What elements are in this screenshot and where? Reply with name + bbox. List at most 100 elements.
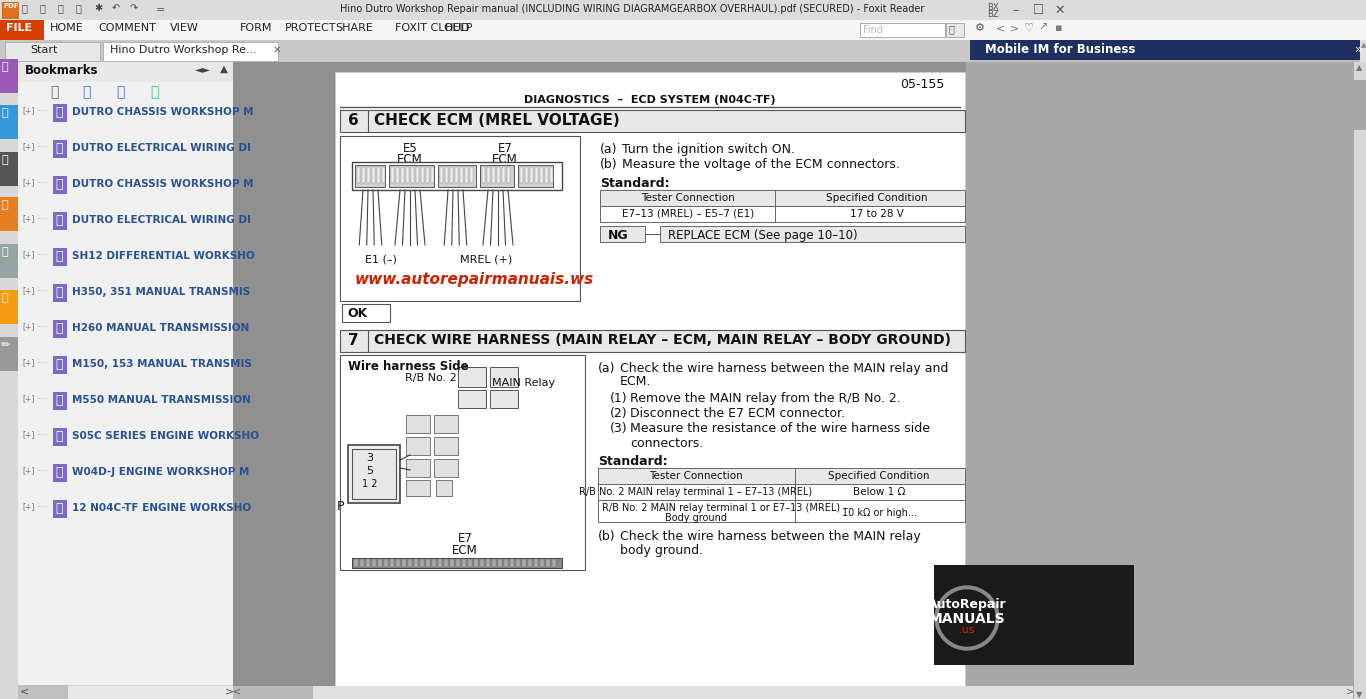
Text: E1 (–): E1 (–) (365, 255, 398, 265)
Text: [+]: [+] (22, 430, 34, 439)
Text: .....: ..... (36, 178, 48, 184)
Text: ♡: ♡ (1024, 23, 1034, 33)
Text: =: = (156, 5, 165, 15)
Text: Start: Start (30, 45, 57, 55)
Text: Bookmarks: Bookmarks (25, 64, 98, 77)
Bar (529, 559, 531, 567)
Text: .....: ..... (36, 502, 48, 508)
Text: E7: E7 (458, 532, 473, 545)
Text: <: < (996, 23, 1005, 33)
Text: Standard:: Standard: (600, 177, 669, 190)
Bar (492, 167, 494, 183)
Bar (861, 23, 945, 37)
Bar (474, 559, 478, 567)
Text: COMMENT: COMMENT (98, 23, 156, 33)
Bar (102, 42, 279, 61)
Text: (b): (b) (600, 158, 617, 171)
Bar (516, 559, 520, 567)
Text: .....: ..... (36, 430, 48, 436)
Text: Remove the MAIN relay from the R/B No. 2.: Remove the MAIN relay from the R/B No. 2… (630, 392, 900, 405)
Bar (479, 165, 514, 187)
Bar (488, 167, 490, 183)
Text: ▲: ▲ (220, 64, 228, 74)
Bar (389, 165, 434, 187)
Bar (482, 167, 485, 183)
Bar (406, 437, 430, 455)
Text: CHECK ECM (MREL VOLTAGE): CHECK ECM (MREL VOLTAGE) (374, 113, 620, 128)
Bar (598, 468, 964, 484)
Bar (53, 104, 67, 122)
Bar (0, 40, 970, 62)
Text: 🔖: 🔖 (55, 106, 63, 119)
Bar (460, 167, 463, 183)
Text: ✱: ✱ (94, 3, 102, 13)
Text: S05C SERIES ENGINE WORKSHO: S05C SERIES ENGINE WORKSHO (72, 431, 260, 441)
Text: 🔖: 🔖 (55, 502, 63, 515)
Bar (421, 167, 423, 183)
Text: 🔒: 🔒 (1, 293, 8, 303)
Text: 📚: 📚 (1, 155, 8, 165)
Text: Specified Condition: Specified Condition (826, 193, 928, 203)
Text: 🔖: 🔖 (55, 358, 63, 371)
Text: FILE: FILE (5, 23, 33, 33)
Bar (340, 330, 964, 352)
Text: MAIN Relay: MAIN Relay (492, 378, 555, 388)
Text: »: » (1355, 43, 1363, 56)
Text: H260 MANUAL TRANSMISSION: H260 MANUAL TRANSMISSION (72, 323, 249, 333)
Text: 💾: 💾 (40, 3, 46, 13)
Bar (600, 190, 964, 206)
Text: SH12 DIFFERENTIAL WORKSHO: SH12 DIFFERENTIAL WORKSHO (72, 251, 254, 261)
Bar (0, 105, 18, 139)
Bar (458, 390, 486, 408)
Text: PDF: PDF (3, 3, 19, 9)
Bar (470, 167, 473, 183)
Text: 💬: 💬 (1, 200, 8, 210)
Text: R/B No. 2 MAIN relay terminal 1 – E7–13 (MREL): R/B No. 2 MAIN relay terminal 1 – E7–13 … (579, 487, 813, 497)
Text: Hino Dutro Workshop Re...: Hino Dutro Workshop Re... (111, 45, 257, 55)
Text: Standard:: Standard: (598, 455, 668, 468)
Text: Body ground: Body ground (665, 513, 727, 523)
Bar (469, 559, 473, 567)
Bar (366, 559, 370, 567)
Text: R/B No. 2 MAIN relay terminal 1 or E7–13 (MREL) –: R/B No. 2 MAIN relay terminal 1 or E7–13… (602, 503, 848, 513)
Bar (406, 167, 408, 183)
Bar (947, 23, 964, 37)
Text: 🔖: 🔖 (150, 85, 158, 99)
Bar (1354, 62, 1366, 699)
Bar (372, 559, 376, 567)
Text: Disconnect the E7 ECM connector.: Disconnect the E7 ECM connector. (630, 407, 846, 420)
Bar (552, 559, 556, 567)
Bar (434, 437, 458, 455)
Bar (355, 165, 385, 187)
Text: M550 MANUAL TRANSMISSION: M550 MANUAL TRANSMISSION (72, 395, 251, 405)
Bar (600, 226, 645, 242)
Text: 17 to 28 V: 17 to 28 V (850, 209, 904, 219)
Text: HOME: HOME (51, 23, 83, 33)
Bar (1354, 80, 1366, 130)
Text: ⚙: ⚙ (975, 23, 985, 33)
Bar (0, 337, 18, 371)
Bar (436, 480, 452, 496)
Text: .....: ..... (36, 250, 48, 256)
Bar (53, 176, 67, 194)
Text: 🔖: 🔖 (116, 85, 124, 99)
Bar (438, 559, 443, 567)
Bar (504, 559, 508, 567)
Text: <: < (20, 686, 29, 696)
Text: ▪: ▪ (1055, 23, 1063, 33)
Bar (361, 559, 363, 567)
Text: DUTRO ELECTRICAL WIRING DI: DUTRO ELECTRICAL WIRING DI (72, 215, 251, 225)
Text: 3: 3 (366, 453, 373, 463)
Text: ECM.: ECM. (620, 375, 652, 388)
Text: 📄: 📄 (1, 62, 8, 72)
Bar (384, 559, 388, 567)
Text: ☐: ☐ (1033, 4, 1044, 17)
Text: .....: ..... (36, 106, 48, 112)
Bar (444, 559, 448, 567)
Bar (445, 167, 448, 183)
Text: DUTRO CHASSIS WORKSHOP M: DUTRO CHASSIS WORKSHOP M (72, 107, 254, 117)
Text: Tester Connection: Tester Connection (641, 193, 735, 203)
Text: W04D-J ENGINE WORKSHOP M: W04D-J ENGINE WORKSHOP M (72, 467, 250, 477)
Bar (53, 320, 67, 338)
Bar (492, 559, 496, 567)
